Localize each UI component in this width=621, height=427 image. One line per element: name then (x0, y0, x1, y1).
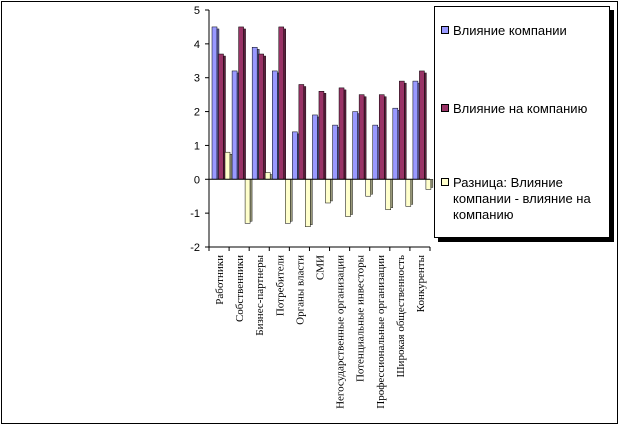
bar (372, 124, 380, 180)
bar (251, 46, 260, 180)
bar (399, 80, 407, 180)
bar (231, 70, 240, 180)
y-tick-label: 1 (194, 140, 200, 152)
bar (352, 111, 360, 180)
bar (385, 179, 393, 211)
x-tick-label: Негосударственные организации (335, 255, 347, 409)
y-tick-label: 4 (194, 39, 200, 51)
bar (298, 84, 307, 180)
bar (244, 179, 253, 224)
legend-label-difference: Разница: Влияние компании - влияние на к… (453, 175, 591, 222)
bar (218, 53, 226, 180)
y-tick-label: 5 (194, 5, 200, 17)
legend-label-influence-on-company: Влияние на компанию (453, 101, 588, 116)
legend-item-difference: Разница: Влияние компании - влияние на к… (441, 175, 609, 223)
x-tick-label: Профессиональные организации (375, 255, 387, 409)
y-tick-label: 2 (194, 107, 200, 119)
bar (425, 179, 434, 190)
x-tick-label: Широкая общественность (395, 255, 407, 378)
bar (338, 87, 347, 180)
bar (292, 131, 300, 180)
x-tick-label: Потенциальные инвесторы (355, 254, 367, 382)
bar (345, 179, 353, 217)
bar (378, 94, 387, 180)
bar (285, 179, 293, 224)
bar (272, 70, 280, 180)
bar (392, 107, 401, 180)
bar (318, 91, 327, 180)
x-tick-label: Собственники (234, 255, 246, 322)
bar (405, 179, 414, 207)
bar (258, 53, 266, 180)
bar (264, 172, 273, 180)
legend: Влияние компании Влияние на компанию Раз… (434, 6, 610, 238)
legend-swatch-difference (441, 178, 449, 186)
bar (224, 151, 233, 180)
legend-label-company-influence: Влияние компании (453, 23, 567, 38)
legend-item-influence-on-company: Влияние на компанию (441, 101, 609, 117)
bar (325, 179, 333, 204)
bar (312, 114, 320, 180)
bar (305, 179, 313, 227)
bar (358, 94, 367, 180)
x-tick-label: СМИ (315, 255, 327, 280)
bar (365, 179, 373, 197)
x-tick-label: Конкуренты (415, 254, 427, 312)
bar (211, 26, 220, 180)
y-tick-label: 3 (194, 73, 200, 85)
y-tick-label: -1 (190, 208, 200, 220)
bar (419, 70, 427, 180)
bar (332, 124, 340, 180)
legend-swatch-company-influence (441, 26, 449, 34)
x-tick-label: Работники (214, 255, 226, 305)
bar (278, 26, 286, 180)
x-tick-label: Органы власти (294, 255, 306, 325)
y-tick-label: -2 (190, 242, 200, 254)
x-tick-label: Бизнес-партнеры (254, 254, 266, 335)
x-tick-label: Потребители (274, 255, 286, 316)
legend-swatch-influence-on-company (441, 104, 449, 112)
y-tick-label: 0 (194, 174, 200, 186)
bar (238, 26, 246, 180)
bar (412, 80, 421, 180)
legend-item-company-influence: Влияние компании (441, 23, 609, 39)
